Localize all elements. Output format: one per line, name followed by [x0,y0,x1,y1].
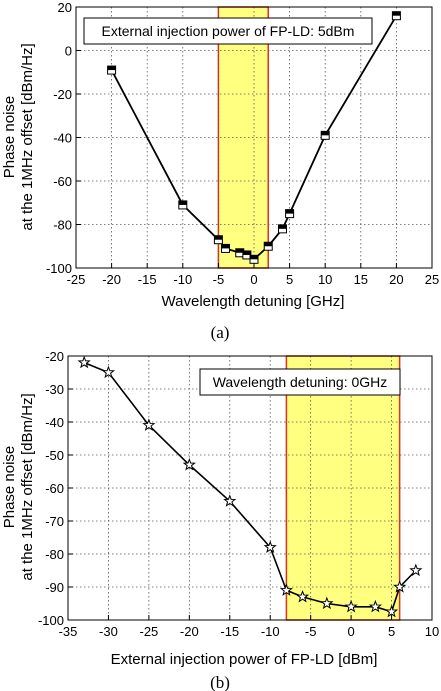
x-tick-label: -20 [102,272,121,287]
y-tick-labels: -100 -80 -60 -40 -20 0 20 [46,0,72,276]
y-tick-label: 0 [65,44,72,59]
y-tick-labels: -100 -90 -80 -70 -60 -50 -40 -30 -20 [38,349,64,628]
data-point [223,494,237,507]
data-point [344,599,358,613]
y-axis-label-line2: at the 1MHz offset [dBm/Hz] [19,43,36,230]
data-point [409,563,423,577]
y-tick-label: -70 [45,514,64,529]
x-tick-label: 15 [354,272,368,287]
x-tick-label: 5 [286,272,293,287]
data-point [320,130,330,140]
gridlines [76,7,432,268]
data-point [221,243,231,253]
y-axis-label-line2: at the 1MHz offset [dBm/Hz] [19,393,36,580]
y-tick-label: -100 [46,261,72,276]
data-point [182,457,196,471]
y-tick-label: -100 [38,613,64,628]
x-tick-label: -5 [305,624,317,639]
y-tick-label: -80 [53,218,72,233]
x-tick-label: -15 [220,624,239,639]
y-tick-label: -50 [45,448,64,463]
data-point [178,200,188,210]
data-point [142,418,156,431]
y-tick-label: -40 [45,415,64,430]
x-tick-label: 5 [388,624,395,639]
panel-a: -25 -20 -15 -10 -5 0 5 10 15 20 25 -100 -80 -60 -40 -2… [1,0,439,342]
x-tick-label: -25 [139,624,158,639]
x-tick-label: -35 [59,624,78,639]
y-axis-label-line1: Phase noise [1,96,18,179]
y-tick-label: -20 [53,87,72,102]
x-tick-label: -10 [173,272,192,287]
data-point [101,365,116,379]
x-tick-label: -25 [67,272,86,287]
y-axis-label-line1: Phase noise [1,446,18,529]
caption: (a) [211,323,230,342]
x-tick-label: 20 [389,272,403,287]
annotation-box [199,368,401,396]
data-markers [77,355,423,618]
annotation-text: Wavelength detuning: 0GHz [213,374,388,390]
x-tick-label: -20 [180,624,199,639]
x-tick-label: -10 [261,624,280,639]
data-point [263,540,277,554]
data-point [263,241,273,251]
y-tick-label: 20 [58,0,72,15]
data-point [107,65,117,75]
x-tick-labels: -35 -30 -25 -20 -15 -10 -5 0 5 10 [59,624,440,639]
x-tick-label: -5 [213,272,225,287]
x-axis-label: External injection power of FP-LD [dBm] [111,651,378,668]
data-point [279,583,293,596]
data-point [320,596,334,610]
data-markers [107,11,401,264]
x-tick-label: 10 [318,272,332,287]
y-tick-label: -30 [45,382,64,397]
x-tick-label: 10 [425,624,439,639]
x-axis-label: Wavelength detuning [GHz] [162,293,345,310]
y-tick-label: -40 [53,131,72,146]
data-point [77,355,91,369]
caption: (b) [210,673,230,691]
highlight-region [217,6,269,269]
y-tick-label: -60 [53,174,72,189]
y-tick-label: -20 [45,349,64,364]
data-point [393,580,407,593]
y-tick-label: -80 [45,547,64,562]
tick-marks [67,355,433,621]
y-tick-label: -60 [45,481,64,496]
y-tick-label: -90 [45,580,64,595]
data-point [277,224,287,234]
x-tick-label: 0 [347,624,354,639]
tick-marks [75,6,433,269]
gridlines [68,356,432,620]
x-tick-label: -15 [138,272,157,287]
data-point [391,11,401,21]
x-tick-labels: -25 -20 -15 -10 -5 0 5 10 15 20 25 [67,272,440,287]
data-point [249,254,259,264]
highlight-region [285,355,401,621]
data-point [295,589,310,603]
panel-b: -35 -30 -25 -20 -15 -10 -5 0 5 10 -100-90-80-70-6… [1,349,439,691]
data-point [285,209,295,219]
annotation-text: External injection power of FP-LD: 5dBm [102,23,355,39]
x-tick-label: 0 [250,272,257,287]
x-tick-label: 25 [425,272,439,287]
x-tick-label: -30 [99,624,118,639]
data-point [213,235,223,245]
annotation-box [83,17,373,45]
data-point [368,599,382,613]
data-point [384,604,399,618]
